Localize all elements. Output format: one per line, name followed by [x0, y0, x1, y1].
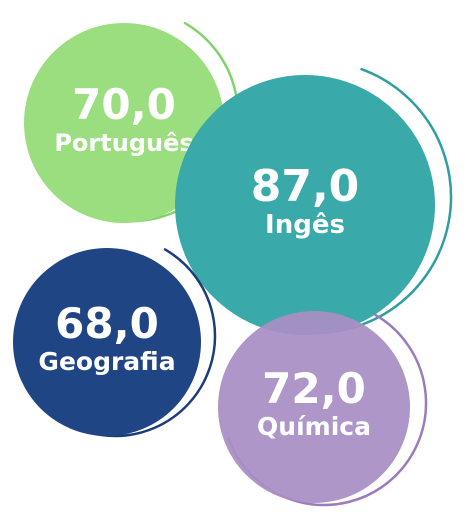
bubble-value: 72,0 — [262, 364, 366, 413]
bubble-value: 70,0 — [72, 80, 176, 129]
bubble-circle — [24, 23, 224, 223]
bubble-value: 87,0 — [251, 161, 360, 212]
bubble-circle — [218, 311, 410, 503]
bubble-circle — [175, 75, 435, 335]
bubble-label: Ingês — [265, 210, 345, 240]
bubbles-group: 70,0Português87,0Ingês68,0Geografia72,0Q… — [13, 21, 453, 507]
bubble-circle — [13, 248, 201, 436]
bubble-label: Português — [54, 129, 193, 157]
bubble-label: Química — [257, 412, 371, 441]
bubble-value: 68,0 — [55, 299, 159, 348]
bubble-label: Geografia — [38, 347, 175, 376]
